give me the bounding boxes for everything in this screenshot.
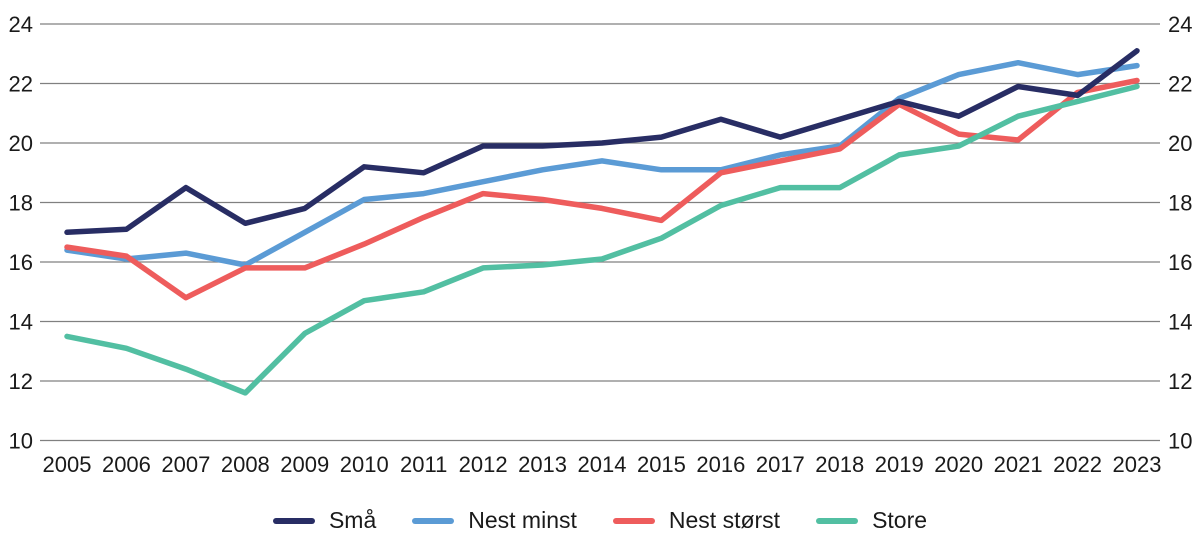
x-axis-tick-2009: 2009 — [280, 452, 329, 477]
x-axis-tick-2012: 2012 — [459, 452, 508, 477]
y-axis-right-tick-20: 20 — [1168, 131, 1192, 156]
x-axis-tick-2008: 2008 — [221, 452, 270, 477]
x-axis-tick-2007: 2007 — [161, 452, 210, 477]
legend-item-store: Store — [816, 507, 927, 534]
x-axis-tick-2017: 2017 — [756, 452, 805, 477]
y-axis-left-tick-12: 12 — [9, 369, 33, 394]
x-axis-tick-2022: 2022 — [1053, 452, 1102, 477]
legend-item-nest-minst: Nest minst — [412, 507, 577, 534]
legend-label: Nest størst — [668, 507, 781, 533]
x-axis-tick-2013: 2013 — [518, 452, 567, 477]
x-axis-tick-2010: 2010 — [340, 452, 389, 477]
y-axis-right-tick-24: 24 — [1168, 12, 1192, 37]
y-axis-left-tick-18: 18 — [9, 191, 33, 216]
x-axis-tick-2014: 2014 — [578, 452, 627, 477]
series-line-sma — [64, 48, 1140, 236]
y-axis-right-tick-10: 10 — [1168, 429, 1192, 454]
x-axis-tick-2018: 2018 — [815, 452, 864, 477]
y-axis-left-tick-24: 24 — [9, 12, 33, 37]
y-axis-right-tick-14: 14 — [1168, 310, 1192, 335]
x-axis-tick-2020: 2020 — [934, 452, 983, 477]
series-line-nest-storst — [64, 77, 1140, 301]
legend-swatch-icon — [816, 517, 859, 524]
y-axis-right-tick-22: 22 — [1168, 72, 1192, 97]
x-axis-tick-2005: 2005 — [43, 452, 92, 477]
legend-label: Nest minst — [468, 507, 577, 533]
legend-item-sma: Små — [272, 507, 377, 534]
series-line-store — [64, 83, 1140, 396]
legend-item-nest-storst: Nest størst — [612, 507, 781, 534]
legend-label: Små — [328, 507, 377, 533]
y-axis-left-tick-10: 10 — [9, 429, 33, 454]
y-axis-left-tick-14: 14 — [9, 310, 33, 335]
x-axis-tick-2019: 2019 — [875, 452, 924, 477]
x-axis-tick-2006: 2006 — [102, 452, 151, 477]
y-axis-right-tick-18: 18 — [1168, 191, 1192, 216]
chart-legend: Små Nest minst Nest størst Store — [0, 507, 1200, 534]
y-axis-left-tick-16: 16 — [9, 250, 33, 275]
x-axis-tick-2016: 2016 — [696, 452, 745, 477]
legend-swatch-icon — [412, 517, 455, 524]
y-axis-left-tick-22: 22 — [9, 72, 33, 97]
y-axis-right-tick-12: 12 — [1168, 369, 1192, 394]
legend-swatch-icon — [272, 517, 315, 524]
series-line-nest-minst — [64, 59, 1140, 268]
legend-swatch-icon — [612, 517, 655, 524]
y-axis-right-tick-16: 16 — [1168, 250, 1192, 275]
legend-label: Store — [872, 507, 928, 533]
x-axis-tick-2015: 2015 — [637, 452, 686, 477]
x-axis-tick-2023: 2023 — [1113, 452, 1162, 477]
x-axis-tick-2021: 2021 — [994, 452, 1043, 477]
x-axis-tick-2011: 2011 — [400, 452, 447, 477]
y-axis-left-tick-20: 20 — [9, 131, 33, 156]
